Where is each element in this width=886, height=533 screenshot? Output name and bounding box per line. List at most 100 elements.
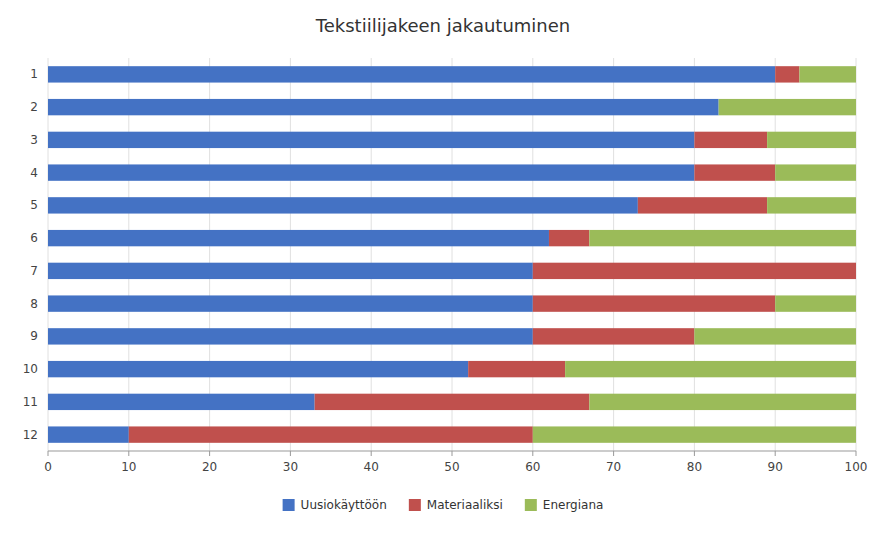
bar-segment	[589, 230, 856, 246]
bar-segment	[129, 426, 533, 442]
category-label: 1	[30, 67, 38, 81]
tick-label: 60	[525, 460, 540, 474]
bar-segment	[48, 328, 533, 344]
grid-line	[128, 58, 129, 451]
tick-mark	[856, 451, 857, 456]
tick-label: 20	[202, 460, 217, 474]
tick-label: 70	[606, 460, 621, 474]
bar-segment	[315, 394, 590, 410]
category-label: 3	[30, 133, 38, 147]
tick-mark	[775, 451, 776, 456]
bars	[48, 66, 856, 443]
legend: Uusiokäyttöön Materiaaliksi Energiana	[283, 498, 604, 512]
bar-segment	[48, 361, 468, 377]
category-label: 2	[30, 100, 38, 114]
bar-segment	[799, 66, 856, 82]
legend-label: Energiana	[543, 498, 604, 512]
category-label: 12	[23, 428, 38, 442]
legend-item: Energiana	[525, 498, 604, 512]
bar-segment	[638, 197, 767, 213]
series	[533, 66, 856, 443]
title: Tekstiilijakeen jakautuminen	[315, 15, 570, 36]
bar-segment	[775, 295, 856, 311]
bar-segment	[533, 426, 856, 442]
bar-segment	[856, 263, 857, 279]
tick-label: 100	[845, 460, 868, 474]
tick-label: 80	[687, 460, 702, 474]
bar-segment	[533, 328, 695, 344]
legend-swatch	[409, 499, 421, 511]
series	[129, 66, 856, 443]
legend-swatch	[525, 499, 537, 511]
chart-svg: Tekstiilijakeen jakautuminen 0 10 20 30 40 50 6…	[0, 0, 886, 533]
tick-mark	[371, 451, 372, 456]
tick-mark	[209, 451, 210, 456]
tick-label: 50	[444, 460, 459, 474]
tick-mark	[694, 451, 695, 456]
grid-line	[694, 58, 695, 451]
chart-container: Tekstiilijakeen jakautuminen 0 10 20 30 40 50 6…	[0, 0, 886, 533]
legend-swatch	[283, 499, 295, 511]
y-axis: 123456789101112	[23, 67, 38, 441]
bar-segment	[694, 164, 775, 180]
bar-segment	[767, 197, 856, 213]
bar-segment	[565, 361, 856, 377]
tick-mark	[532, 451, 533, 456]
bar-segment	[719, 99, 856, 115]
grid-line	[856, 58, 857, 451]
grid-line	[48, 58, 49, 451]
bar-segment	[48, 66, 775, 82]
bar-segment	[48, 263, 533, 279]
category-label: 8	[30, 297, 38, 311]
category-label: 4	[30, 166, 38, 180]
category-label: 7	[30, 264, 38, 278]
bar-segment	[767, 132, 856, 148]
bar-segment	[48, 295, 533, 311]
bar-segment	[775, 164, 856, 180]
grid-line	[532, 58, 533, 451]
bar-segment	[533, 295, 775, 311]
category-label: 5	[30, 198, 38, 212]
bar-segment	[694, 132, 767, 148]
bar-segment	[533, 263, 856, 279]
category-label: 11	[23, 395, 38, 409]
bar-segment	[48, 99, 719, 115]
tick-mark	[452, 451, 453, 456]
grid-line	[371, 58, 372, 451]
bar-segment	[549, 230, 589, 246]
category-label: 9	[30, 329, 38, 343]
bar-segment	[589, 394, 856, 410]
bar-segment	[48, 394, 315, 410]
grid-line	[290, 58, 291, 451]
tick-label: 30	[283, 460, 298, 474]
bar-segment	[48, 197, 638, 213]
axis-line	[48, 451, 856, 452]
x-axis: 0 10 20 30 40 50 60 70 80 90 100	[44, 451, 867, 474]
tick-label: 0	[44, 460, 52, 474]
legend-item: Uusiokäyttöön	[283, 498, 387, 512]
grid-line	[613, 58, 614, 451]
series	[48, 66, 775, 443]
tick-mark	[48, 451, 49, 456]
bar-segment	[775, 66, 799, 82]
legend-label: Uusiokäyttöön	[301, 498, 387, 512]
bar-segment	[694, 328, 856, 344]
grid-line	[452, 58, 453, 451]
bar-segment	[48, 164, 694, 180]
grid	[48, 58, 856, 451]
bar-segment	[48, 426, 129, 442]
tick-label: 90	[768, 460, 783, 474]
tick-mark	[290, 451, 291, 456]
bar-segment	[468, 361, 565, 377]
tick-mark	[613, 451, 614, 456]
tick-label: 40	[364, 460, 379, 474]
grid-line	[775, 58, 776, 451]
tick-label: 10	[121, 460, 136, 474]
legend-item: Materiaaliksi	[409, 498, 503, 512]
tick-mark	[128, 451, 129, 456]
legend-label: Materiaaliksi	[427, 498, 503, 512]
category-label: 6	[30, 231, 38, 245]
bar-segment	[48, 230, 549, 246]
category-label: 10	[23, 362, 38, 376]
grid-line	[209, 58, 210, 451]
